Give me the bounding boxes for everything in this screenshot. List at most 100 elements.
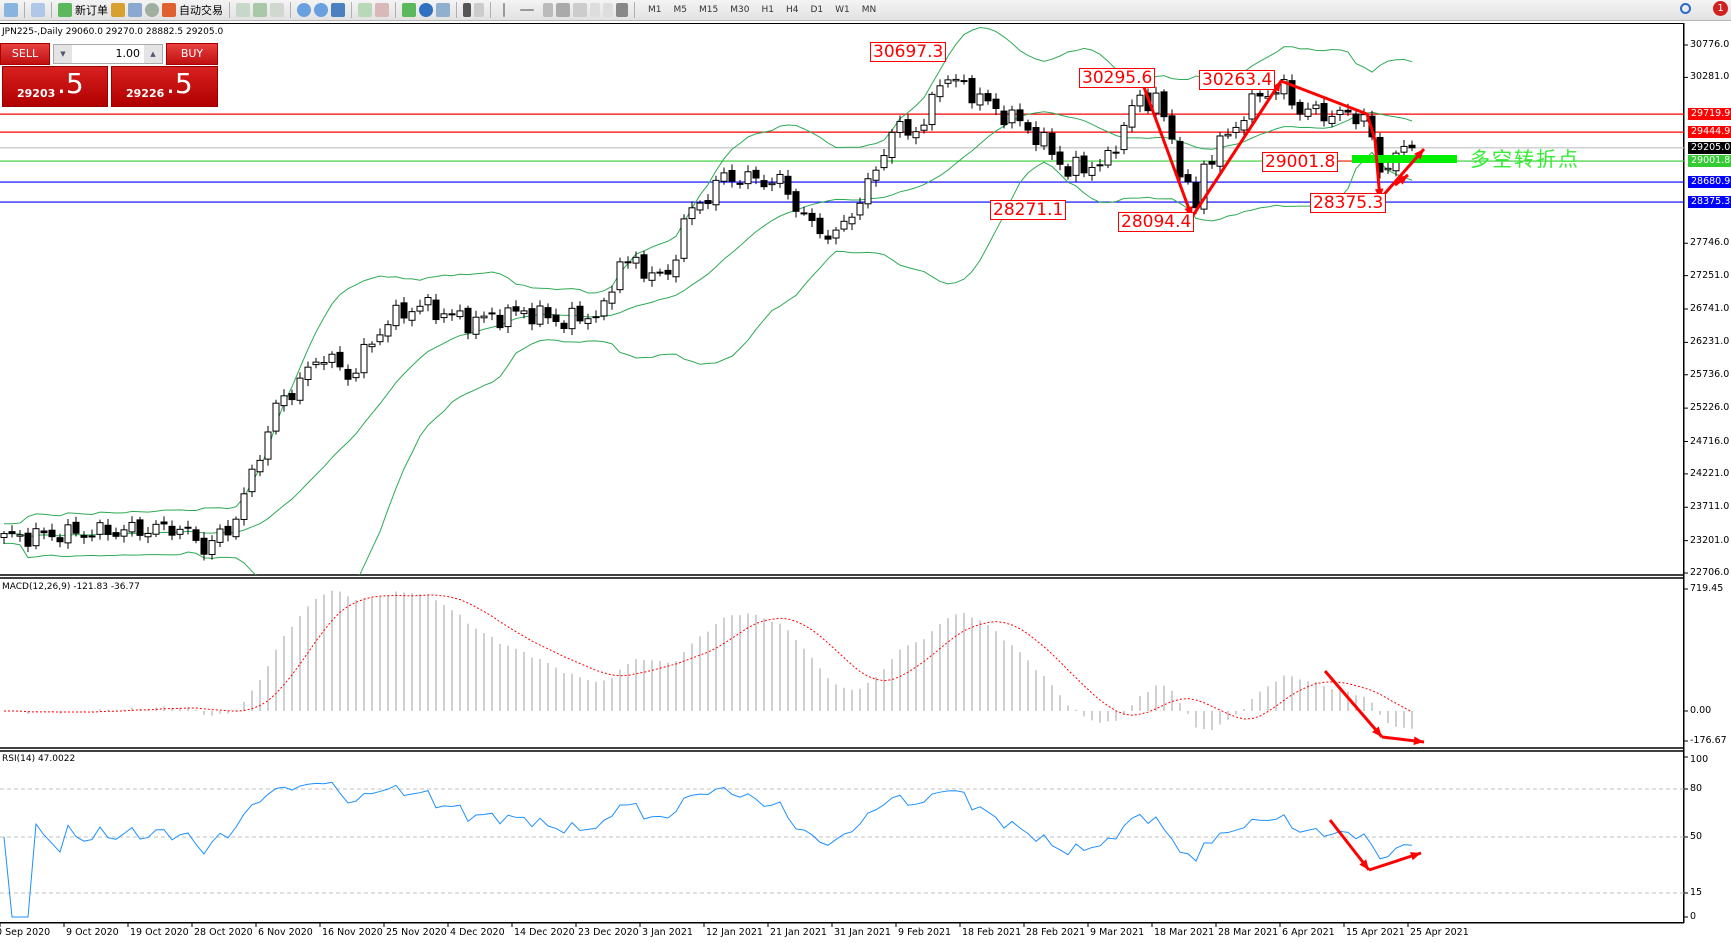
candle-body <box>776 173 784 184</box>
buy-price-button[interactable]: 29226 .5 <box>111 66 218 107</box>
templates-icon[interactable] <box>436 3 450 17</box>
candle-body <box>1208 161 1216 165</box>
equidistant-channel-icon[interactable] <box>556 3 570 17</box>
candle-body <box>1152 92 1160 114</box>
candle-body <box>1248 93 1256 120</box>
lot-decrease-icon[interactable]: ▼ <box>54 45 72 63</box>
text-label-icon[interactable] <box>603 3 613 17</box>
search-icon[interactable] <box>1680 3 1691 14</box>
chart-shift-icon[interactable] <box>375 3 389 17</box>
periods-clock-icon[interactable] <box>419 3 433 17</box>
annotation-low-3: 28375.3 <box>1310 193 1387 213</box>
candle-body <box>1344 109 1352 113</box>
vertical-line-icon[interactable] <box>503 3 505 17</box>
trend-arrow-up-2 <box>1378 148 1426 200</box>
candle-body <box>72 521 80 534</box>
timeframe-m30[interactable]: M30 <box>730 5 750 15</box>
candle-body <box>816 217 824 235</box>
candlestick-icon[interactable] <box>253 3 267 17</box>
annotation-low-2: 28094.4 <box>1118 212 1195 232</box>
candle-body <box>1280 79 1288 95</box>
timeframe-h4[interactable]: H4 <box>785 5 799 15</box>
price-axis-label: 24716.0 <box>1690 435 1730 447</box>
candle-body <box>232 518 240 538</box>
lot-size-input[interactable]: ▼ 1.00 ▲ <box>53 44 163 64</box>
timeframe-m1[interactable]: M1 <box>648 5 662 15</box>
fibonacci-icon[interactable] <box>573 3 587 17</box>
timeframe-m5[interactable]: M5 <box>673 5 688 15</box>
new-chart-icon[interactable] <box>4 3 18 17</box>
timeframe-h1[interactable]: H1 <box>761 5 774 15</box>
trendline-icon[interactable] <box>543 3 553 17</box>
timeframe-w1[interactable]: W1 <box>835 5 850 15</box>
trend-arrow-up-2-head <box>1414 149 1424 160</box>
candle-body <box>664 269 672 275</box>
strategy-tester-icon[interactable] <box>128 3 142 17</box>
macd-label: MACD(12,26,9) -121.83 -36.77 <box>2 582 140 592</box>
candle-body <box>800 212 808 215</box>
timeframe-d1[interactable]: D1 <box>810 5 824 15</box>
date-label: 21 Jan 2021 <box>770 927 827 938</box>
text-icon[interactable] <box>590 3 600 17</box>
horizontal-line-icon[interactable] <box>520 9 534 11</box>
candle-body <box>632 256 640 264</box>
bar-chart-icon[interactable] <box>236 3 250 17</box>
zoom-in-icon[interactable] <box>297 3 311 17</box>
date-label: 19 Oct 2020 <box>130 927 189 938</box>
buy-price: 29226 <box>126 87 165 100</box>
signal-icon[interactable] <box>145 3 159 17</box>
macd-pane <box>3 590 1413 731</box>
arrows-icon[interactable] <box>616 3 628 17</box>
metaeditor-icon[interactable] <box>111 3 125 17</box>
date-label: 25 Nov 2020 <box>386 927 447 938</box>
lot-value[interactable]: 1.00 <box>115 47 141 60</box>
annotation-pivot-level: 29001.8 <box>1262 152 1339 172</box>
sell-price-button[interactable]: 29203 .5 <box>2 66 108 107</box>
candle-body <box>608 291 616 304</box>
line-chart-icon[interactable] <box>270 3 284 17</box>
cursor-icon[interactable] <box>463 3 471 17</box>
date-label: 18 Feb 2021 <box>962 927 1022 938</box>
timeframe-m15[interactable]: M15 <box>699 5 719 15</box>
candle-body <box>312 361 320 366</box>
lot-increase-icon[interactable]: ▲ <box>144 45 162 63</box>
candle-body <box>1016 109 1024 122</box>
candle-body <box>672 259 680 278</box>
candle-body <box>624 261 632 264</box>
candle-body <box>440 313 448 319</box>
zoom-search-icon[interactable] <box>31 3 45 17</box>
candle-body <box>792 191 800 212</box>
buy-button[interactable]: BUY <box>166 43 218 65</box>
candle-body <box>152 523 160 535</box>
candle-body <box>992 98 1000 109</box>
notifications-badge[interactable]: 1 <box>1713 1 1728 16</box>
trend-arrow-up-1 <box>1190 80 1283 218</box>
crosshair-icon[interactable] <box>474 3 484 17</box>
candle-body <box>640 254 648 279</box>
candle-body <box>856 202 864 216</box>
zoom-out-icon[interactable] <box>314 3 328 17</box>
date-label: 6 Nov 2020 <box>258 927 313 938</box>
autoscroll-icon[interactable] <box>358 3 372 17</box>
sell-button[interactable]: SELL <box>0 43 50 65</box>
indicators-icon[interactable] <box>402 3 416 17</box>
candle-body <box>568 307 576 330</box>
candle-body <box>1352 113 1360 125</box>
auto-trading-button[interactable]: 自动交易 <box>179 4 223 17</box>
candle-body <box>1312 104 1320 110</box>
candle-body <box>576 305 584 322</box>
new-order-icon[interactable] <box>58 3 72 17</box>
annotation-high-1: 30697.3 <box>870 42 947 62</box>
timeframe-mn[interactable]: MN <box>861 5 877 15</box>
new-order-button[interactable]: 新订单 <box>75 4 108 17</box>
candle-body <box>1000 110 1008 126</box>
tile-windows-icon[interactable] <box>331 3 345 17</box>
rsi-axis-label: 100 <box>1690 754 1709 765</box>
level-price-badge: 29719.9 <box>1688 108 1731 121</box>
auto-trading-icon[interactable] <box>162 3 176 17</box>
candle-body <box>288 392 296 401</box>
price-axis-label: 30281.0 <box>1690 71 1730 83</box>
rsi-arrow-down <box>1328 819 1371 871</box>
candle-body <box>512 306 520 312</box>
